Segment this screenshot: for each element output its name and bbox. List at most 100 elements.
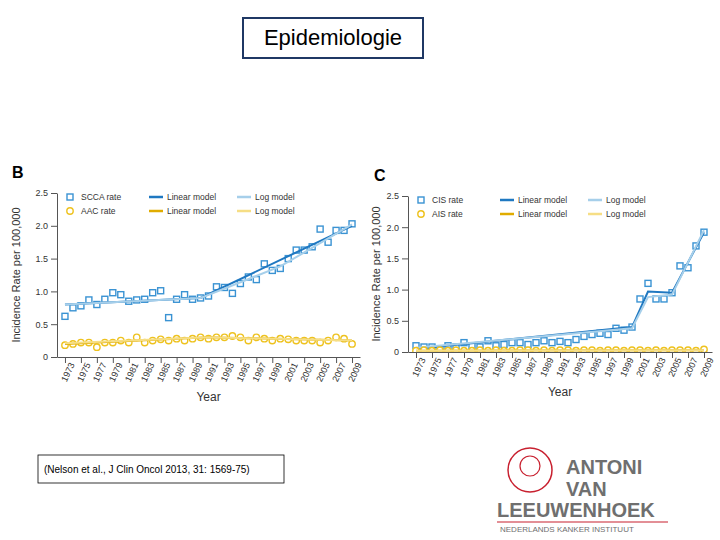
legend-label: AIS rate — [432, 209, 463, 219]
y-tick-mark — [402, 290, 408, 291]
data-point — [110, 290, 116, 296]
x-tick-label: 1997 — [602, 356, 620, 378]
x-tick-mark — [496, 352, 497, 358]
x-tick-mark — [145, 357, 146, 363]
x-tick-label: 2009 — [346, 361, 364, 383]
x-tick-label: 1995 — [586, 356, 604, 378]
x-tick-mark — [528, 352, 529, 358]
citation-frame — [38, 455, 284, 483]
y-tick-label: 0 — [43, 352, 48, 362]
slide-title: Epidemiologie — [264, 25, 402, 50]
data-point — [581, 333, 587, 339]
y-tick-label: 0.5 — [386, 316, 399, 326]
y-axis: 00.51.01.52.02.5 — [35, 188, 57, 362]
y-tick: 2.5 — [35, 188, 57, 198]
x-tick-label: 1983 — [139, 361, 157, 383]
series-points — [62, 221, 355, 321]
chart-title: B — [12, 164, 24, 181]
legend-symbol — [418, 211, 424, 217]
y-tick-mark — [51, 324, 57, 325]
legend-symbol — [149, 210, 163, 213]
legend-item: Linear model — [149, 206, 216, 216]
x-tick-label: 1991 — [554, 356, 572, 378]
y-tick-label: 2.5 — [386, 191, 399, 201]
title-frame — [243, 18, 423, 58]
x-tick-label: 1979 — [458, 356, 476, 378]
x-tick-mark — [656, 352, 657, 358]
legend-symbol — [237, 210, 251, 213]
y-axis-line — [408, 197, 409, 353]
model-line — [65, 337, 352, 344]
x-tick-mark — [608, 352, 609, 358]
x-tick-mark — [704, 352, 705, 358]
x-tick-label: 1987 — [171, 361, 189, 383]
y-tick-mark — [51, 226, 57, 227]
y-tick: 2.0 — [386, 223, 408, 233]
series-points — [62, 333, 355, 351]
legend-symbol — [237, 196, 251, 199]
legend-item: Linear model — [500, 195, 567, 205]
x-tick-mark — [640, 352, 641, 358]
model-line — [416, 349, 704, 352]
x-tick-label: 1979 — [107, 361, 125, 383]
x-tick-label: 1977 — [91, 361, 109, 383]
x-tick-mark — [97, 357, 98, 363]
chart: B197319751977197919811983198519871989199… — [10, 164, 364, 404]
x-tick-label: 1981 — [123, 361, 141, 383]
legend: CIS rateLinear modelLog modelAIS rateLin… — [418, 195, 646, 219]
x-tick-label: 1977 — [442, 356, 460, 378]
legend-label: SCCA rate — [81, 192, 121, 202]
x-tick-mark — [65, 357, 66, 363]
y-tick-mark — [51, 193, 57, 194]
y-tick-label: 0 — [394, 347, 399, 357]
x-tick-mark — [688, 352, 689, 358]
x-tick-mark — [320, 357, 321, 363]
x-tick-label: 1987 — [522, 356, 540, 378]
x-tick-label: 1991 — [203, 361, 221, 383]
x-tick-label: 1989 — [187, 361, 205, 383]
legend-symbol — [149, 196, 163, 199]
y-tick: 1.5 — [386, 254, 408, 264]
data-point — [517, 340, 523, 346]
x-tick-mark — [448, 352, 449, 358]
logo-text: VAN — [566, 478, 607, 500]
x-tick-label: 1993 — [219, 361, 237, 383]
x-tick-mark — [81, 357, 82, 363]
citation-box: (Nelson et al., J Clin Oncol 2013, 31: 1… — [38, 455, 284, 483]
data-point — [166, 315, 172, 321]
x-tick-label: 1981 — [474, 356, 492, 378]
x-tick-mark — [256, 357, 257, 363]
model-line — [416, 230, 704, 347]
logo-text: LEEUWENHOEK — [497, 499, 655, 521]
x-tick-mark — [512, 352, 513, 358]
model-line — [416, 232, 704, 349]
x-tick-label: 2003 — [298, 361, 316, 383]
x-tick-label: 1999 — [618, 356, 636, 378]
data-point — [317, 226, 323, 232]
data-point — [501, 342, 507, 348]
x-tick-label: 2001 — [634, 356, 652, 378]
legend-label: Linear model — [167, 192, 216, 202]
legend-label: AAC rate — [81, 206, 116, 216]
logo-text: NEDERLANDS KANKER INSTITUUT — [500, 525, 634, 534]
x-tick-label: 1995 — [235, 361, 253, 383]
logo-rule — [497, 521, 668, 522]
legend-label: Log model — [255, 192, 295, 202]
series-points — [413, 346, 707, 352]
legend-label: Linear model — [518, 195, 567, 205]
x-tick-mark — [352, 357, 353, 363]
legend-item: AIS rate — [418, 209, 463, 219]
x-tick-mark — [224, 357, 225, 363]
y-tick-label: 2.0 — [386, 223, 399, 233]
legend-symbol — [500, 213, 514, 216]
x-tick-mark — [177, 357, 178, 363]
y-tick-mark — [51, 291, 57, 292]
data-point — [118, 292, 124, 298]
x-tick-mark — [193, 357, 194, 363]
x-tick-mark — [129, 357, 130, 363]
data-point — [150, 290, 156, 296]
citation: (Nelson et al., J Clin Oncol 2013, 31: 1… — [44, 464, 250, 475]
x-tick-mark — [624, 352, 625, 358]
x-tick-label: 1983 — [490, 356, 508, 378]
logo-text: ANTONI — [566, 456, 642, 478]
